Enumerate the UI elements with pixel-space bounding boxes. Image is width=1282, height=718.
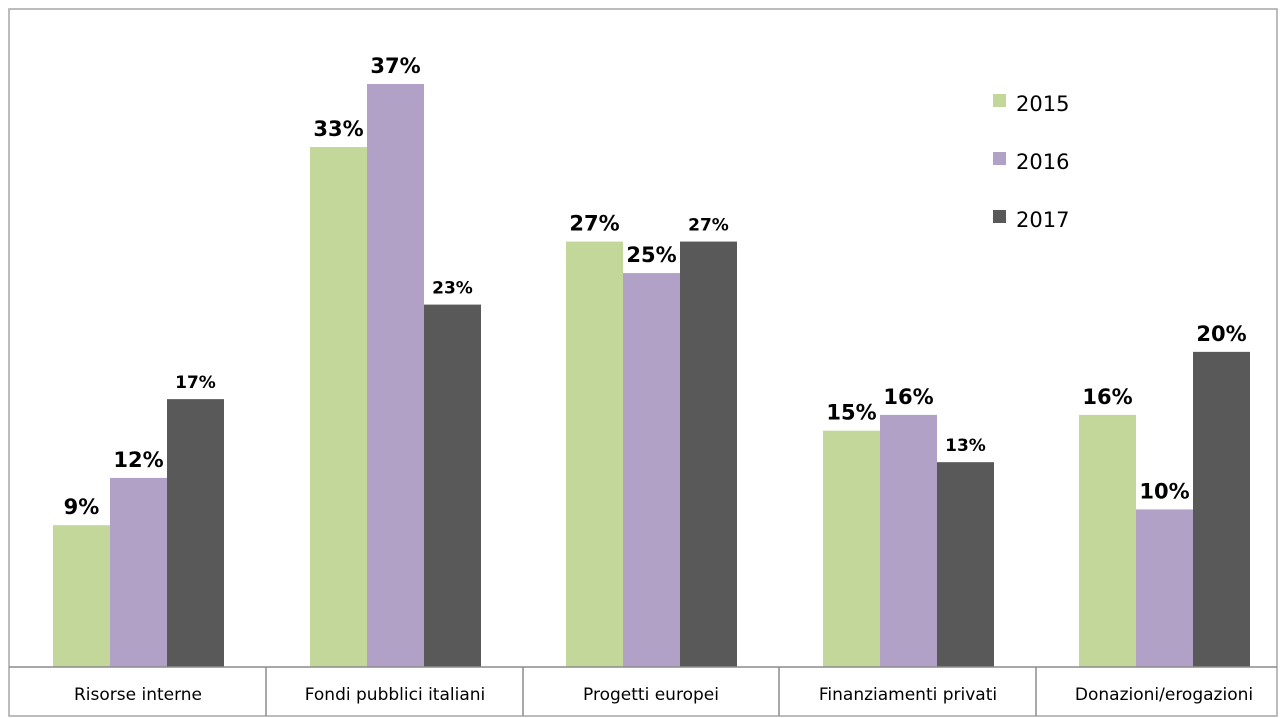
data-label-2016-1: 37% — [370, 54, 420, 78]
x-axis-category-labels: Risorse interne Fondi pubblici italiani Pr… — [74, 685, 1253, 705]
data-label-2016-3: 16% — [883, 385, 933, 409]
data-label-2016-2: 25% — [626, 243, 676, 267]
data-label-2016-4: 10% — [1139, 479, 1189, 503]
bar-2015-4 — [1079, 414, 1136, 667]
category-label-2: Progetti europei — [583, 685, 719, 705]
legend: 2015 2016 2017 — [993, 92, 1069, 232]
legend-label-2017: 2017 — [1016, 208, 1069, 232]
bar-2016-1 — [367, 84, 424, 667]
bar-2016-3 — [880, 414, 937, 667]
data-label-2017-1: 23% — [432, 279, 473, 299]
data-label-2015-1: 33% — [313, 117, 363, 141]
data-label-2015-4: 16% — [1082, 385, 1132, 409]
bar-2017-3 — [937, 462, 994, 667]
data-label-2017-3: 13% — [945, 436, 986, 456]
data-label-2015-2: 27% — [569, 212, 619, 236]
legend-label-2016: 2016 — [1016, 150, 1069, 174]
category-label-1: Fondi pubblici italiani — [305, 685, 486, 705]
bar-2015-1 — [310, 147, 367, 667]
legend-swatch-2017 — [993, 210, 1006, 223]
legend-swatch-2015 — [993, 94, 1006, 107]
category-label-0: Risorse interne — [74, 685, 202, 705]
chart-frame — [8, 8, 1278, 717]
bar-2017-0 — [167, 399, 224, 667]
bar-2017-1 — [424, 304, 481, 667]
data-label-2017-2: 27% — [688, 216, 729, 236]
bar-2016-4 — [1136, 509, 1193, 667]
data-label-2016-0: 12% — [113, 448, 163, 472]
bar-2017-2 — [680, 241, 737, 667]
bar-2015-3 — [823, 430, 880, 667]
bar-2016-2 — [623, 273, 680, 667]
category-label-4: Donazioni/erogazioni — [1075, 685, 1253, 705]
bar-2015-0 — [53, 525, 110, 667]
category-label-3: Finanziamenti privati — [819, 685, 997, 705]
data-label-2015-0: 9% — [64, 495, 100, 519]
x-axis-ticks — [265, 667, 1037, 716]
legend-label-2015: 2015 — [1016, 92, 1069, 116]
bar-2015-2 — [566, 241, 623, 667]
bars-layer — [53, 84, 1250, 667]
bar-2017-4 — [1193, 351, 1250, 667]
legend-swatch-2016 — [993, 152, 1006, 165]
data-labels-layer: 9% 33% 27% 15% 16% 12% 37% 25% 16% 10% 17% 23% 27% 13… — [64, 54, 1247, 519]
data-label-2017-4: 20% — [1196, 322, 1246, 346]
bar-2016-0 — [110, 477, 167, 667]
data-label-2015-3: 15% — [826, 401, 876, 425]
data-label-2017-0: 17% — [175, 373, 216, 393]
